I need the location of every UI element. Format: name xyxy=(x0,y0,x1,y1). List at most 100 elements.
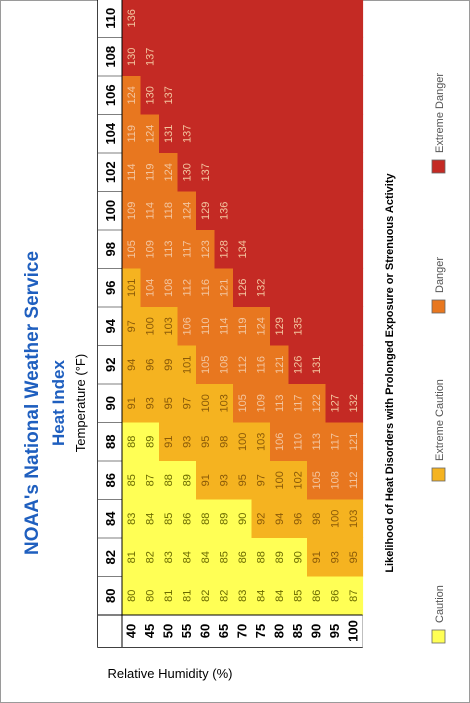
heat-index-value: 89 xyxy=(219,513,231,525)
heat-index-value: 105 xyxy=(200,356,212,374)
heat-index-value: 103 xyxy=(256,433,268,451)
y-axis-title: Relative Humidity (%) xyxy=(108,666,233,681)
heat-cell xyxy=(270,498,290,538)
heat-index-value: 137 xyxy=(182,125,194,143)
heat-cell xyxy=(214,575,234,615)
heat-index-value: 99 xyxy=(163,359,175,371)
heat-index-value: 83 xyxy=(163,551,175,563)
heat-index-value: 95 xyxy=(348,551,360,563)
heat-index-value: 87 xyxy=(348,590,360,602)
heat-cell xyxy=(251,498,271,538)
heat-index-value: 84 xyxy=(274,590,286,602)
temperature-header: 94 xyxy=(103,318,118,333)
heat-cell xyxy=(177,190,197,230)
heat-cell xyxy=(325,460,345,500)
heat-index-value: 124 xyxy=(256,317,268,335)
heat-index-value: 84 xyxy=(200,551,212,563)
heat-cell xyxy=(177,113,197,153)
heat-index-value: 106 xyxy=(182,317,194,335)
heat-index-value: 114 xyxy=(126,163,138,181)
temperature-header: 108 xyxy=(103,46,118,68)
heat-cell xyxy=(159,460,179,500)
heat-index-value: 92 xyxy=(256,513,268,525)
heat-index-value: 108 xyxy=(330,471,342,489)
heat-cell xyxy=(196,152,216,192)
humidity-header: 75 xyxy=(253,624,268,638)
heat-cell xyxy=(288,460,308,500)
heat-cell xyxy=(288,306,308,346)
heat-cell xyxy=(177,383,197,423)
heat-cell xyxy=(288,575,308,615)
heat-cell xyxy=(196,190,216,230)
heat-cell xyxy=(214,190,234,230)
humidity-header: 70 xyxy=(235,624,250,638)
heat-index-value: 87 xyxy=(145,474,157,486)
heat-cell xyxy=(307,498,327,538)
heat-index-value: 84 xyxy=(256,590,268,602)
heat-cell xyxy=(159,113,179,153)
heat-cell xyxy=(122,306,142,346)
heat-cell xyxy=(325,113,345,153)
heat-index-value: 103 xyxy=(348,510,360,528)
humidity-header: 100 xyxy=(346,620,361,642)
humidity-header: 80 xyxy=(272,624,287,638)
heat-index-value: 122 xyxy=(311,394,323,412)
heat-index-value: 135 xyxy=(293,317,305,335)
heat-cell xyxy=(214,460,234,500)
heat-cell xyxy=(233,498,253,538)
heat-index-value: 91 xyxy=(200,474,212,486)
heat-cell xyxy=(159,190,179,230)
heat-cell xyxy=(177,36,197,76)
heat-cell xyxy=(140,75,160,115)
heat-index-value: 129 xyxy=(200,202,212,220)
heat-index-value: 104 xyxy=(145,279,157,297)
heat-index-value: 81 xyxy=(126,551,138,563)
heat-cell xyxy=(233,344,253,384)
humidity-header: 90 xyxy=(309,624,324,638)
temperature-header: 100 xyxy=(103,200,118,222)
heat-cell xyxy=(140,421,160,461)
heat-cell xyxy=(177,0,197,38)
heat-index-value: 127 xyxy=(330,394,342,412)
heat-cell xyxy=(288,152,308,192)
column-header-band xyxy=(98,0,122,647)
heat-cell xyxy=(140,113,160,153)
heat-index-value: 117 xyxy=(330,433,342,451)
heat-cell xyxy=(288,537,308,577)
heat-cell xyxy=(344,537,364,577)
heat-cell xyxy=(233,383,253,423)
heat-cell xyxy=(270,267,290,307)
heat-cell xyxy=(270,152,290,192)
heat-cell xyxy=(233,267,253,307)
heat-cell xyxy=(270,190,290,230)
heat-index-value: 98 xyxy=(311,513,323,525)
heat-index-value: 106 xyxy=(274,433,286,451)
heat-cell xyxy=(344,575,364,615)
heat-cell xyxy=(344,306,364,346)
heat-cell xyxy=(270,344,290,384)
heat-index-value: 108 xyxy=(219,356,231,374)
heat-cell xyxy=(288,190,308,230)
heat-cell xyxy=(122,575,142,615)
heat-cell xyxy=(140,537,160,577)
heat-cell xyxy=(196,344,216,384)
legend-swatch xyxy=(431,159,446,174)
heat-cell xyxy=(251,75,271,115)
heat-cell xyxy=(344,75,364,115)
heat-cell xyxy=(344,36,364,76)
heat-index-value: 86 xyxy=(330,590,342,602)
heat-index-value: 97 xyxy=(126,320,138,332)
temperature-header: 104 xyxy=(103,122,118,144)
heat-cell xyxy=(122,267,142,307)
heat-index-value: 91 xyxy=(163,436,175,448)
heat-cell xyxy=(270,229,290,269)
heat-cell xyxy=(159,344,179,384)
heat-cell xyxy=(344,152,364,192)
heat-index-value: 126 xyxy=(293,356,305,374)
heat-cell xyxy=(307,575,327,615)
heat-cell xyxy=(214,36,234,76)
heat-cell xyxy=(307,152,327,192)
heat-index-value: 130 xyxy=(182,163,194,181)
heat-cell xyxy=(344,383,364,423)
legend-title: Likelihood of Heat Disorders with Prolon… xyxy=(384,172,396,572)
